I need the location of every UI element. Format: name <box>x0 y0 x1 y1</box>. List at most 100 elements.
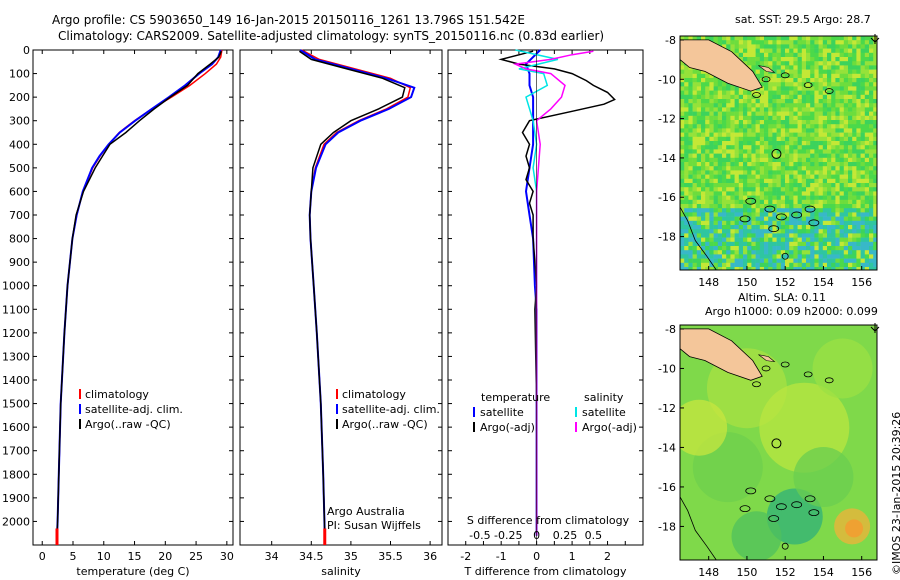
sst-cell <box>726 254 731 259</box>
sst-cell <box>843 267 849 270</box>
sst-cell <box>827 145 832 150</box>
sst-cell <box>827 195 832 201</box>
sst-cell <box>743 124 748 129</box>
sst-cell <box>751 208 756 213</box>
sst-cell <box>827 44 832 49</box>
sst-cell <box>688 170 693 175</box>
sst-cell <box>818 208 824 213</box>
sst-cell <box>764 40 769 45</box>
sst-cell <box>730 166 735 171</box>
sst-cell <box>709 204 714 209</box>
sst-cell <box>780 61 786 66</box>
sst-cell <box>776 73 782 79</box>
sst-cell <box>864 141 870 146</box>
sst-cell <box>827 82 832 87</box>
sst-cell <box>684 166 689 171</box>
sst-cell <box>743 48 748 54</box>
sst-cell <box>848 250 853 255</box>
sst-land-islands <box>758 65 776 73</box>
sla-y-tick-label: -16 <box>658 481 676 494</box>
sst-cell <box>848 183 853 188</box>
sst-cell <box>839 141 845 146</box>
sst-cell <box>713 170 719 175</box>
sst-cell <box>747 241 752 247</box>
sst-cell <box>738 250 744 255</box>
sst-x-tick-label: 152 <box>775 276 796 289</box>
sst-cell <box>684 69 689 75</box>
sst-cell <box>806 237 811 243</box>
sst-cell <box>793 90 798 96</box>
sst-cell <box>713 99 719 104</box>
sla-blob <box>680 399 728 456</box>
sst-cell <box>713 233 719 238</box>
sla-reef <box>764 495 776 503</box>
sst-cell <box>768 174 773 180</box>
sst-cell <box>696 86 702 91</box>
sst-cell <box>793 153 798 159</box>
sst-cell <box>827 132 832 138</box>
sst-cell <box>814 82 819 87</box>
sst-cell <box>776 262 782 268</box>
sst-cell <box>785 166 790 171</box>
sst-cell <box>768 57 773 62</box>
sst-cell <box>789 115 794 121</box>
sst-cell <box>743 267 748 270</box>
sst-cell <box>785 254 790 259</box>
sst-cell <box>810 220 815 226</box>
sst-cell <box>768 73 773 79</box>
sst-cell <box>822 195 828 201</box>
sst-cell <box>785 241 790 247</box>
sst-cell <box>713 208 719 213</box>
sst-cell <box>814 107 819 112</box>
sst-cell <box>680 233 685 238</box>
sst-cell <box>684 204 689 209</box>
sst-cell <box>827 57 832 62</box>
sst-cell <box>692 149 698 154</box>
sst-cell <box>747 99 752 104</box>
sst-cell <box>730 136 735 142</box>
sst-cell <box>827 61 832 66</box>
sst-cell <box>705 162 710 167</box>
sst-cell <box>759 40 765 45</box>
sst-cell <box>852 183 857 188</box>
sst-cell <box>701 241 706 247</box>
sst-cell <box>793 170 798 175</box>
sst-cell <box>717 86 723 91</box>
sst-cell <box>793 145 798 150</box>
sst-cell <box>801 40 807 45</box>
sst-cell <box>869 90 874 96</box>
sst-cell <box>835 254 840 259</box>
sst-cell <box>822 237 828 243</box>
sst-cell <box>835 212 840 217</box>
sst-cell <box>738 267 744 270</box>
sst-cell <box>810 258 815 264</box>
sst-cell <box>688 153 693 159</box>
sst-cell <box>688 120 693 125</box>
sst-cell <box>738 187 744 192</box>
sst-cell <box>848 267 853 270</box>
sst-cell <box>772 241 777 247</box>
sst-cell <box>730 86 735 91</box>
y-tick-label: 1300 <box>2 350 30 363</box>
sst-prev-location-marker <box>781 252 789 260</box>
sst-cell <box>709 216 714 222</box>
sst-cell <box>780 136 786 142</box>
sst-cell <box>759 103 765 108</box>
sst-cell <box>810 124 815 129</box>
sst-cell <box>856 178 861 184</box>
sst-cell <box>789 111 794 117</box>
sst-cell <box>764 111 769 117</box>
sst-cell <box>797 61 803 66</box>
temp-x-axis-label: temperature (deg C) <box>76 565 189 578</box>
sst-cell <box>852 233 857 238</box>
sst-cell <box>688 69 693 75</box>
sst-cell <box>818 132 824 138</box>
sst-cell <box>822 241 828 247</box>
sst-cell <box>789 120 794 125</box>
sst-cell <box>780 225 786 230</box>
sst-cell <box>818 157 824 163</box>
sst-cell <box>864 149 870 154</box>
sst-cell <box>801 86 807 91</box>
sst-cell <box>759 90 765 96</box>
sst-cell <box>734 128 740 133</box>
